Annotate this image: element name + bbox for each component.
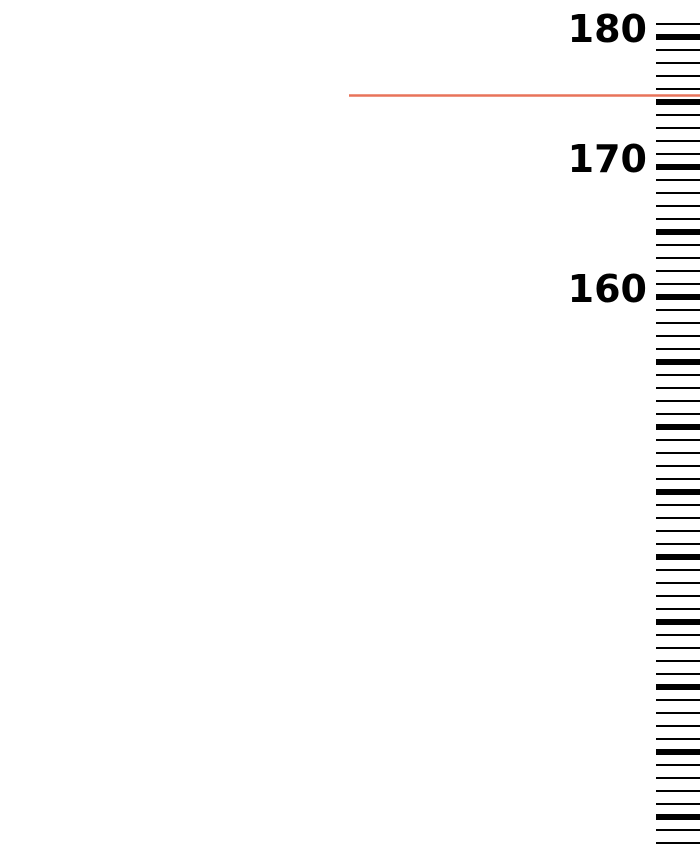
- tick-label-160: 160: [568, 267, 647, 311]
- tick-label-170: 170: [568, 137, 647, 181]
- tick-marks: [656, 23, 700, 844]
- tick-label-180: 180: [568, 7, 647, 51]
